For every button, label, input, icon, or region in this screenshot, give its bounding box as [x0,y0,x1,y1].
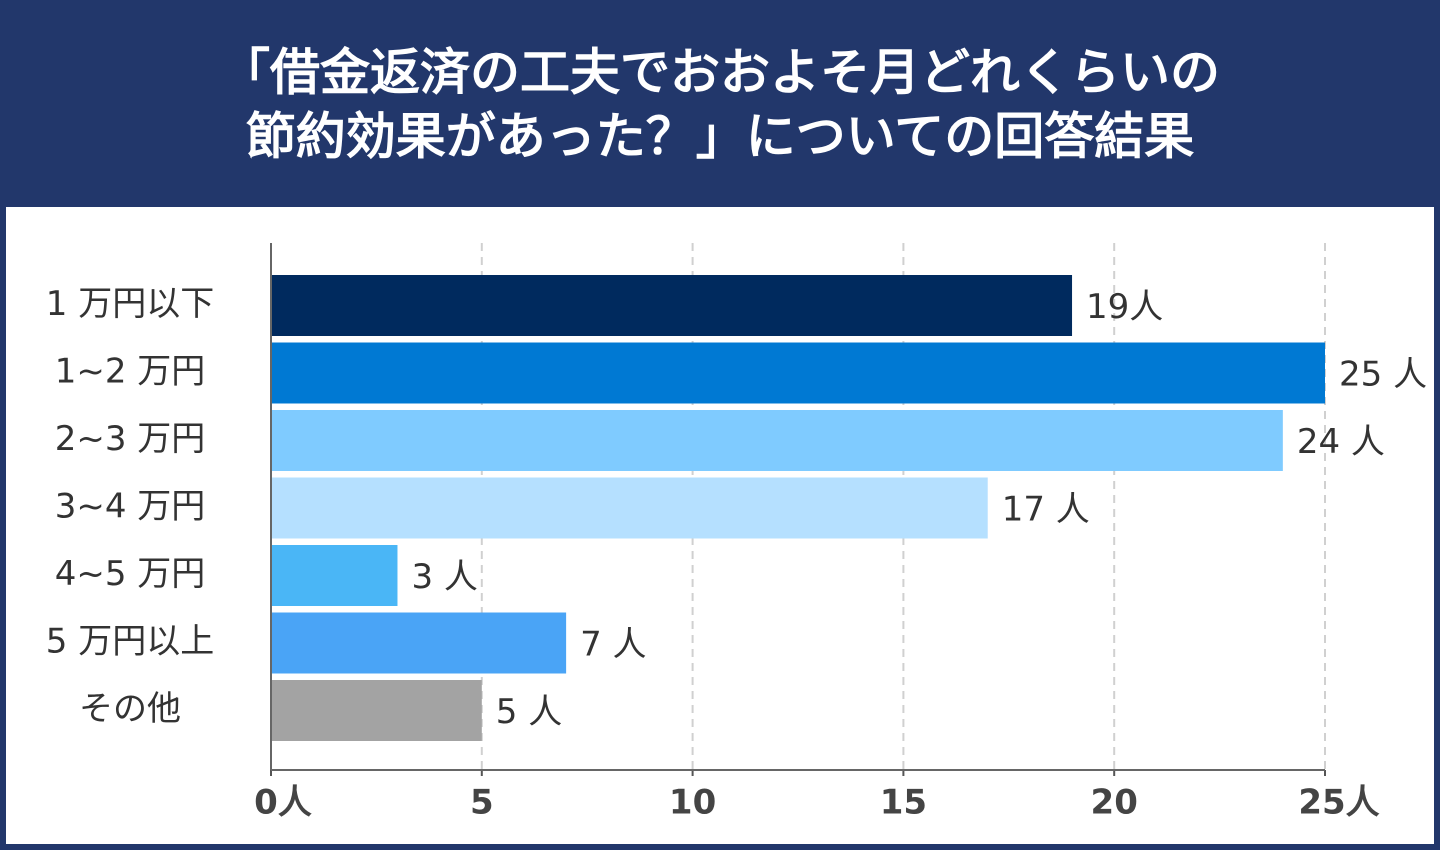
value-label: 19人 [1086,287,1163,327]
bar [271,612,567,674]
value-label: 3 人 [411,557,477,597]
value-label: 17 人 [1002,490,1090,530]
y-tick-label: 4~5 万円 [55,554,206,594]
value-label: 25 人 [1339,355,1427,395]
x-tick-label: 10 [669,783,716,823]
x-tick-label: 0人 [254,783,312,823]
value-label: 5 人 [496,692,562,732]
y-tick-label: 3~4 万円 [55,487,206,527]
bar [271,545,398,606]
bar [271,477,988,539]
x-tick-label: 5 [470,783,494,823]
chart-title: 節約効果があった？」についての回答結果 [246,108,1195,166]
y-tick-label: 1 万円以下 [46,284,214,324]
x-tick-label: 20 [1091,783,1138,823]
x-tick-label: 25人 [1298,783,1379,823]
y-tick-label: 2~3 万円 [55,419,206,459]
bar [271,410,1283,471]
y-tick-label: 1~2 万円 [55,352,206,392]
y-tick-label: 5 万円以上 [46,622,214,662]
chart-title: 「借金返済の工夫でおおよそ月どれくらいの [220,44,1220,102]
value-label: 24 人 [1297,422,1385,462]
value-label: 7 人 [580,625,646,665]
x-tick-label: 15 [880,783,927,823]
bar [271,680,482,741]
bar [271,342,1325,404]
y-tick-label: その他 [79,689,181,729]
bar [271,275,1073,336]
